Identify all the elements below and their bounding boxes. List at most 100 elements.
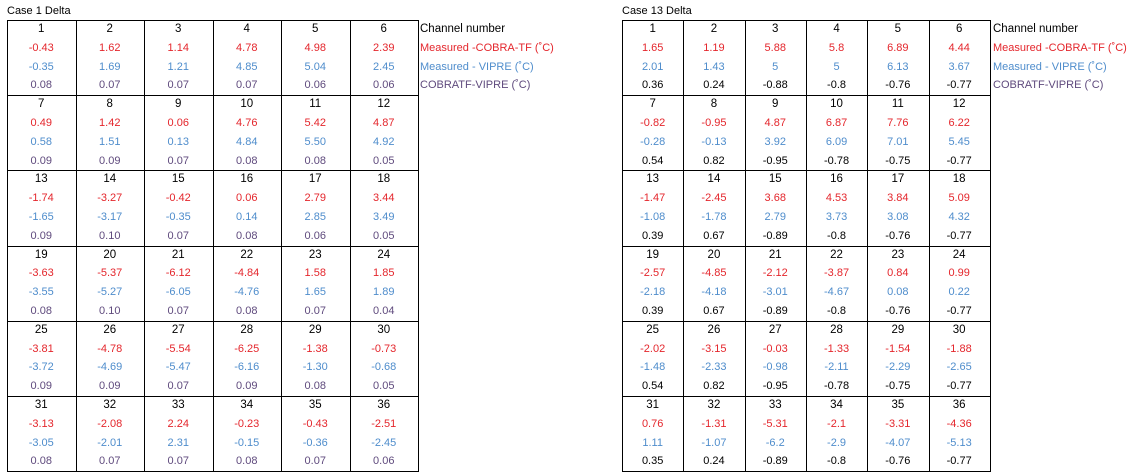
channel-number: 8: [106, 98, 113, 111]
cell-value: -4.84: [234, 267, 260, 280]
cell-value: 4.78: [236, 41, 258, 54]
column-line: [144, 20, 145, 96]
cell-value: -6.2: [765, 436, 785, 449]
cell-value: 0.07: [99, 455, 121, 468]
cell-value: -0.76: [885, 305, 911, 317]
channel-number: 25: [34, 323, 48, 336]
column-line: [928, 20, 930, 96]
column-line: [683, 95, 685, 171]
channel-number: 1: [38, 23, 45, 35]
cell-value: -6.12: [165, 267, 191, 280]
channel-number: 33: [768, 399, 782, 411]
channel-number: 22: [830, 248, 843, 261]
column-line: [349, 170, 351, 246]
column-line: [281, 95, 282, 171]
cell-value: -0.77: [946, 455, 972, 468]
cell-value: 0.07: [167, 229, 189, 242]
cell-value: 5.88: [764, 41, 786, 54]
cell-value: -0.8: [827, 79, 847, 92]
cell-value: 0.76: [641, 417, 664, 430]
cell-value: 4.87: [373, 117, 395, 129]
cell-value: 3.08: [887, 211, 909, 223]
cell-value: -3.01: [762, 286, 788, 299]
cell-value: -5.47: [165, 361, 191, 374]
column-line: [212, 170, 214, 246]
cell-value: -4.18: [701, 286, 727, 299]
cell-value: 0.08: [236, 305, 258, 317]
column-line: [744, 245, 746, 321]
cell-value: 0.08: [304, 380, 326, 393]
cell-value: 0.14: [236, 211, 258, 223]
channel-number: 24: [377, 248, 391, 261]
cell-value: -4.07: [885, 436, 911, 449]
cell-value: -1.78: [701, 211, 727, 223]
cell-value: -4.78: [97, 342, 123, 355]
cell-value: -3.63: [28, 267, 54, 280]
cell-value: -2.12: [762, 267, 788, 280]
legend-label: Measured - VIPRE (˚C): [993, 60, 1107, 73]
column-line: [349, 245, 351, 321]
cell-value: -0.68: [371, 361, 397, 374]
channel-number: 2: [710, 23, 718, 35]
cell-value: -0.42: [165, 192, 191, 205]
column-line: [683, 320, 685, 396]
cell-value: -1.08: [640, 211, 666, 223]
cell-value: 1.14: [167, 41, 189, 54]
column-line: [867, 245, 869, 321]
cell-value: 5.04: [304, 60, 326, 73]
cell-value: -2.1: [827, 417, 847, 430]
cell-value: 2.85: [304, 211, 326, 223]
legend-label: Channel number: [993, 23, 1079, 35]
cell-value: 0.06: [167, 117, 189, 129]
cell-value: -2.11: [824, 361, 849, 374]
cell-value: 0.67: [703, 305, 725, 317]
column-line: [349, 20, 351, 96]
cell-value: -1.48: [640, 361, 666, 374]
channel-number: 31: [646, 399, 660, 411]
column-line: [744, 20, 746, 96]
cell-value: -0.76: [885, 229, 911, 242]
channel-number: 16: [830, 173, 843, 186]
channel-number: 30: [377, 323, 391, 336]
cell-value: -0.8: [827, 229, 847, 242]
channel-number: 35: [308, 399, 322, 411]
cell-value: -3.31: [885, 417, 911, 430]
cell-value: 0.06: [236, 192, 258, 205]
legend-label: Measured -COBRA-TF (˚C): [420, 41, 554, 54]
cell-value: -4.69: [97, 361, 123, 374]
channel-number: 10: [240, 98, 254, 111]
column-line: [75, 20, 77, 96]
cell-value: 0.58: [30, 135, 52, 148]
table-title: Case 13 Delta: [622, 5, 692, 17]
column-line: [144, 170, 145, 246]
channel-number: 3: [175, 23, 182, 35]
cell-value: 4.76: [236, 117, 258, 129]
column-line: [212, 95, 214, 171]
cell-value: -0.89: [762, 229, 788, 242]
cell-value: 0.04: [373, 305, 395, 317]
column-line: [928, 95, 930, 171]
cell-value: -2.45: [371, 436, 397, 449]
cell-value: 0.49: [30, 117, 52, 129]
cell-value: 1.58: [304, 267, 326, 280]
cell-value: 0.67: [703, 229, 725, 242]
column-line: [281, 320, 282, 396]
cell-value: -0.95: [762, 154, 788, 167]
column-line: [144, 320, 145, 396]
column-line: [349, 320, 351, 396]
cell-value: 0.99: [948, 267, 970, 280]
cell-value: 0.07: [167, 380, 189, 393]
column-line: [212, 396, 214, 472]
cell-value: 1.19: [703, 41, 725, 54]
cell-value: -3.27: [97, 192, 123, 205]
channel-number: 26: [707, 323, 721, 336]
cell-value: 0.84: [887, 267, 909, 280]
channel-number: 22: [240, 248, 254, 261]
channel-number: 26: [103, 323, 117, 336]
channel-number: 32: [707, 399, 721, 411]
cell-value: 4.53: [825, 192, 848, 205]
channel-number: 25: [646, 323, 660, 336]
cell-value: 1.69: [99, 60, 121, 73]
cell-value: -0.23: [234, 417, 260, 430]
